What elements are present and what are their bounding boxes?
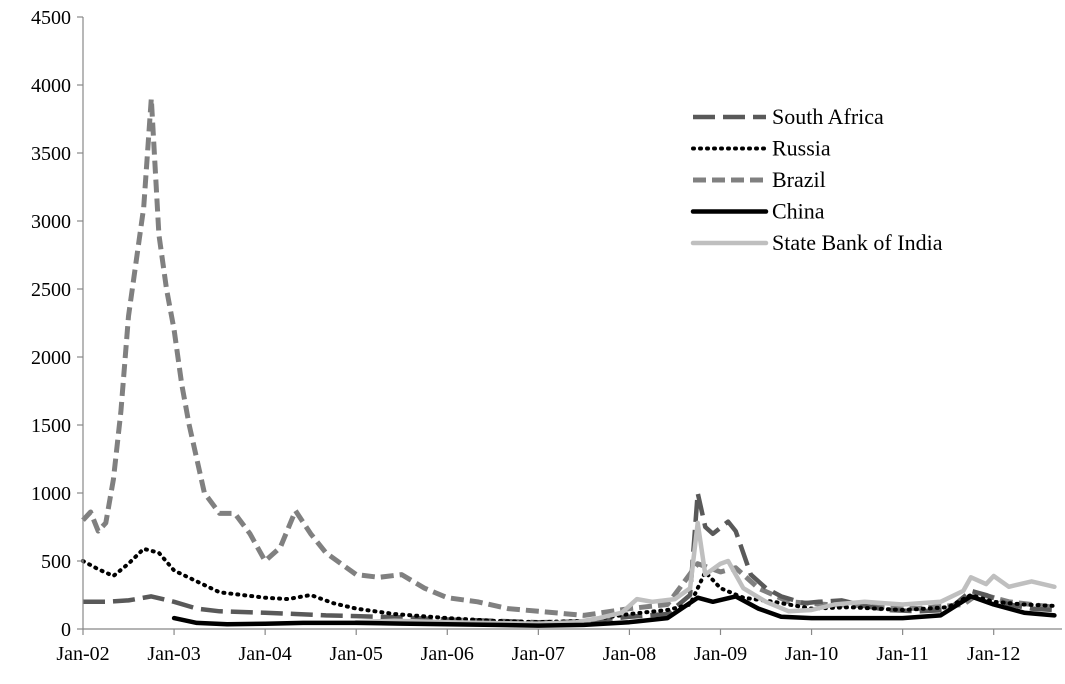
legend-label-russia: Russia <box>772 136 831 161</box>
x-tick-label: Jan-05 <box>330 643 383 665</box>
axes-group: 0 500 1000 1500 2000 2500 3000 3500 4000 4500 Jan-… <box>31 7 1062 665</box>
x-tick-label: Jan-07 <box>512 643 565 665</box>
x-tick-label: Jan-04 <box>238 643 291 665</box>
legend-label-state-bank-of-india: State Bank of India <box>772 230 943 255</box>
y-tick-label: 4000 <box>31 75 71 97</box>
y-tick-label: 1000 <box>31 483 71 505</box>
y-tick-label: 1500 <box>31 415 71 437</box>
x-tick-label: Jan-06 <box>421 643 474 665</box>
x-tick-label: Jan-09 <box>694 643 747 665</box>
y-tick-label: 3500 <box>31 143 71 165</box>
series-group <box>81 96 1057 628</box>
x-tick-label: Jan-10 <box>785 643 838 665</box>
y-tick-label: 2000 <box>31 347 71 369</box>
legend-label-south-africa: South Africa <box>772 104 884 129</box>
x-tick-label: Jan-11 <box>876 643 929 665</box>
legend-label-china: China <box>772 199 825 224</box>
x-tick-label: Jan-12 <box>967 643 1020 665</box>
y-tick-label: 500 <box>41 551 71 573</box>
series-line-state-bank-of-india <box>353 520 1057 626</box>
y-tick-label: 2500 <box>31 279 71 301</box>
series-line-brazil <box>81 96 1055 618</box>
y-tick-label: 4500 <box>31 7 71 29</box>
x-tick-label: Jan-02 <box>56 643 109 665</box>
legend-label-brazil: Brazil <box>772 167 826 192</box>
series-line-china <box>171 594 1057 628</box>
x-tick-label: Jan-03 <box>147 643 200 665</box>
y-tick-label: 3000 <box>31 211 71 233</box>
x-tick-label: Jan-08 <box>603 643 656 665</box>
y-tick-label: 0 <box>61 619 71 641</box>
legend: South Africa Russia Brazil China State Bank … <box>690 104 943 255</box>
series-line-russia <box>81 546 1057 625</box>
